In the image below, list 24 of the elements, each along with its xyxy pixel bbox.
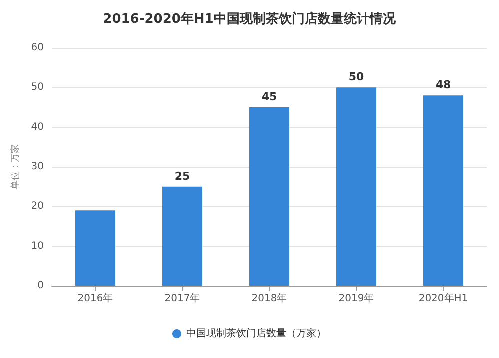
y-tick-label: 40	[31, 122, 44, 133]
x-tick-label: 2017年	[164, 292, 200, 304]
y-tick-label: 20	[31, 201, 44, 212]
bar	[250, 108, 290, 286]
y-axis-title: 单位：万家	[10, 144, 21, 190]
legend-label: 中国现制茶饮门店数量（万家）	[186, 328, 326, 340]
data-label: 45	[262, 90, 278, 104]
bar	[424, 96, 464, 286]
x-tick-label: 2016年	[78, 292, 114, 304]
x-tick-label: 2019年	[338, 292, 374, 304]
data-label: 50	[348, 70, 364, 84]
y-tick-label: 50	[31, 82, 44, 94]
bar	[76, 210, 116, 286]
x-tick-label: 2018年	[252, 292, 288, 304]
y-tick-label: 10	[31, 240, 44, 252]
bar	[336, 88, 376, 286]
y-tick-label: 60	[31, 42, 44, 54]
x-tick-label: 2020年H1	[418, 292, 468, 304]
bar	[162, 186, 202, 286]
chart-title: 2016-2020年H1中国现制茶饮门店数量统计情况	[103, 11, 397, 27]
data-label: 25	[174, 170, 190, 183]
y-tick-label: 30	[31, 162, 44, 172]
data-label: 48	[436, 78, 452, 92]
y-tick-label: 0	[38, 280, 44, 292]
